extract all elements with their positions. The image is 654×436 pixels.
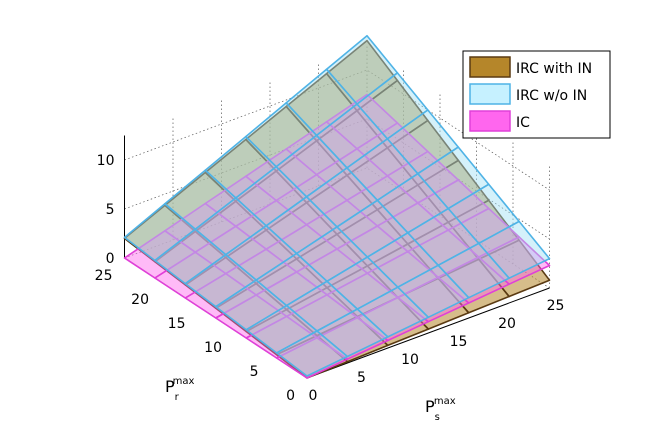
z-tick-label: 10 (97, 153, 115, 169)
y-tick-label: 10 (204, 340, 222, 356)
legend: IRC with IN IRC w/o IN IC (462, 50, 611, 139)
y-tick-label: 15 (168, 316, 186, 332)
x-tick-label: 20 (498, 316, 516, 332)
surface-cell (275, 336, 349, 379)
x-tick-label: 5 (357, 370, 366, 386)
y-tick-label: 0 (286, 388, 295, 404)
legend-swatch-ic (469, 110, 511, 132)
legend-swatch-irc-with-in (469, 56, 511, 78)
y-tick-label: 5 (250, 364, 259, 380)
y-tick-label: 20 (131, 292, 149, 308)
z-tick-label: 5 (106, 202, 115, 218)
x-tick-label: 10 (401, 352, 419, 368)
legend-swatch-irc-wo-in (469, 83, 511, 105)
surface-cell (275, 330, 349, 377)
x-tick-label: 0 (309, 388, 318, 404)
legend-label-irc-wo-in: IRC w/o IN (516, 88, 587, 104)
x-tick-label: 15 (450, 334, 468, 350)
surface-irc-w-o-in (123, 34, 551, 377)
x-tick-label: 25 (547, 298, 565, 314)
legend-label-ic: IC (516, 115, 530, 131)
y-axis-label: Prmax (165, 376, 194, 403)
legend-label-irc-with-in: IRC with IN (516, 61, 592, 77)
x-axis-label: Psmax (425, 396, 456, 423)
surfaces (123, 34, 551, 379)
surface-irc-with-in (123, 39, 551, 379)
z-gridline (124, 69, 550, 191)
z-tick-label: 0 (106, 251, 115, 267)
y-tick-label: 25 (95, 268, 113, 284)
axis-line (306, 287, 550, 379)
